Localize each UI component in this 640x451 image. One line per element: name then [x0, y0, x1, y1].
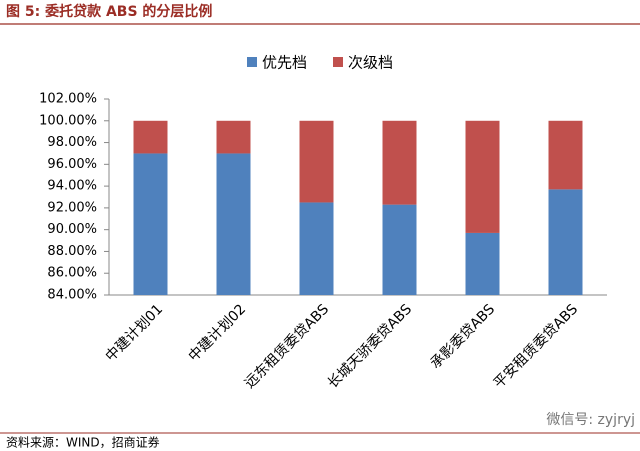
bar-segment: [133, 120, 168, 154]
bar-segment: [465, 120, 500, 233]
bar-segment: [216, 153, 251, 295]
bar-segment: [548, 120, 583, 190]
bar-segment: [133, 153, 168, 295]
y-tick-label: 84.00%: [47, 288, 97, 303]
y-tick-label: 94.00%: [47, 179, 97, 194]
legend-swatch: [247, 57, 257, 67]
y-tick-label: 100.00%: [39, 113, 97, 128]
source-note: 资料来源：WIND，招商证券: [6, 435, 160, 450]
watermark: 微信号: zyjryj: [546, 412, 635, 428]
bar-segment: [465, 232, 500, 295]
bar-segment: [382, 120, 417, 205]
bar-segment: [299, 202, 334, 295]
x-tick-label: 远东租赁委贷ABS: [242, 301, 332, 391]
legend-label: 次级档: [348, 54, 393, 72]
x-tick-label: 平安租赁委贷ABS: [491, 301, 581, 391]
y-tick-label: 98.00%: [47, 135, 97, 150]
y-tick-label: 86.00%: [47, 266, 97, 281]
x-tick-label: 承影委贷ABS: [428, 301, 499, 372]
figure-title: 图 5: 委托贷款 ABS 的分层比例: [6, 3, 212, 20]
legend-swatch: [333, 57, 343, 67]
bar-segment: [548, 189, 583, 295]
x-tick-label: 中建计划01: [103, 301, 167, 365]
y-tick-label: 90.00%: [47, 222, 97, 237]
legend-label: 优先档: [262, 54, 307, 72]
x-tick-label: 中建计划02: [186, 301, 250, 365]
bar-segment: [216, 120, 251, 154]
y-tick-label: 96.00%: [47, 157, 97, 172]
x-tick-label: 长城天骄委贷ABS: [325, 301, 415, 391]
bar-segment: [299, 120, 334, 203]
y-tick-label: 88.00%: [47, 244, 97, 259]
y-tick-label: 102.00%: [39, 92, 97, 107]
y-tick-label: 92.00%: [47, 200, 97, 215]
bar-segment: [382, 204, 417, 295]
